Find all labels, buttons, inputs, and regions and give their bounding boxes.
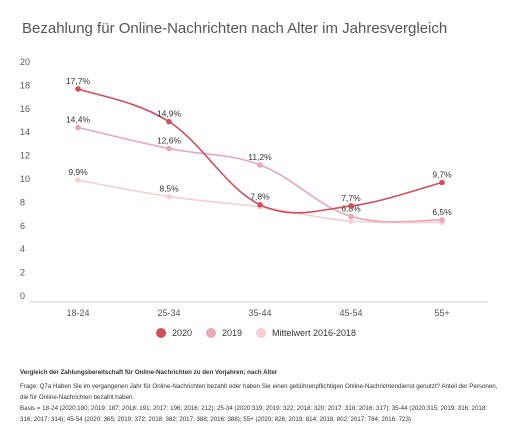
data-point — [75, 86, 81, 92]
notes-heading: Vergleich der Zahlungsbereitschaft für O… — [20, 369, 278, 376]
data-label: 6,5% — [432, 207, 452, 217]
data-point — [75, 124, 81, 131]
data-label: 17,7% — [66, 76, 91, 86]
chart-notes: Vergleich der Zahlungsbereitschaft für O… — [20, 367, 500, 425]
y-tick-label: 12 — [20, 151, 30, 161]
data-point — [439, 217, 445, 223]
y-tick-label: 6 — [20, 221, 25, 231]
y-tick-label: 8 — [20, 197, 25, 207]
data-point — [257, 162, 263, 168]
legend-label-mittelwert: Mittelwert 2016-2018 — [272, 328, 357, 338]
data-point — [348, 218, 354, 224]
data-point — [166, 193, 172, 200]
y-tick-label: 0 — [20, 291, 25, 301]
chart-title: Bezahlung für Online-Nachrichten nach Al… — [22, 20, 448, 37]
y-tick-label: 2 — [20, 268, 25, 278]
data-label: 11,2% — [248, 152, 272, 162]
line-chart: 0 2 4 6 8 10 12 14 16 18 20 18-24 25-34 35-44 45-54 55+… — [20, 57, 488, 318]
data-label: 14,9% — [157, 109, 182, 119]
x-tick-label: 25-34 — [157, 308, 180, 318]
y-tick-label: 16 — [20, 104, 30, 114]
x-tick-label: 55+ — [434, 308, 449, 318]
data-label: 12,6% — [157, 136, 182, 146]
x-tick-label: 18-24 — [66, 308, 89, 318]
notes-question: Frage: Q7a Haben Sie im vergangenen Jahr… — [20, 383, 498, 401]
data-label: 7,8% — [250, 192, 270, 202]
data-point — [439, 179, 445, 186]
y-tick-label: 14 — [20, 127, 30, 137]
data-point — [348, 213, 354, 220]
legend-swatch-mittelwert — [256, 328, 266, 338]
data-point — [166, 145, 172, 152]
legend-item-2019[interactable]: 2019 — [205, 328, 242, 338]
data-point — [75, 177, 81, 183]
notes-basis: Basis = 18-24 (2020:180; 2019: 187; 2018… — [20, 405, 488, 423]
data-point — [166, 118, 172, 125]
legend-swatch-2020 — [155, 328, 166, 338]
legend-label-2020: 2020 — [171, 328, 192, 338]
data-label: 9,7% — [432, 170, 452, 180]
legend-swatch-2019 — [205, 328, 216, 338]
x-tick-label: 35-44 — [248, 308, 271, 318]
y-tick-label: 4 — [20, 244, 25, 254]
data-label: 7,7% — [341, 193, 361, 203]
y-tick-label: 20 — [20, 57, 30, 67]
legend: 2020 2019 Mittelwert 2016-2018 — [0, 328, 512, 338]
data-label: 14,4% — [66, 115, 91, 125]
x-tick-label: 45-54 — [339, 308, 362, 318]
data-point — [257, 201, 263, 208]
data-point — [348, 203, 354, 209]
y-tick-label: 18 — [20, 80, 30, 90]
data-label: 9,9% — [68, 167, 88, 177]
legend-item-mittelwert[interactable]: Mittelwert 2016-2018 — [256, 328, 356, 338]
legend-item-2020[interactable]: 2020 — [155, 328, 192, 338]
data-label: 8,5% — [159, 184, 179, 194]
legend-label-2019: 2019 — [221, 328, 242, 338]
y-tick-label: 10 — [20, 174, 30, 184]
